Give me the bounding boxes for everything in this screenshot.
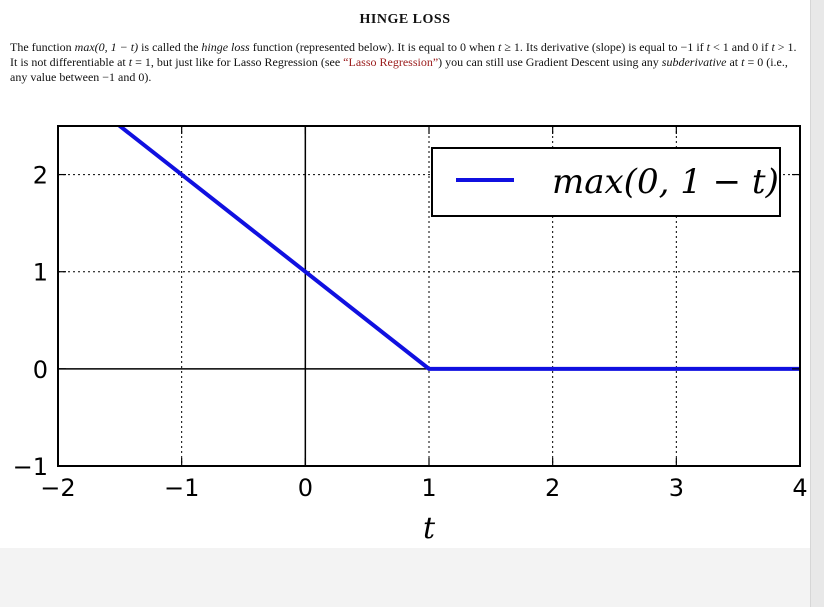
lasso-regression-link[interactable]: “Lasso Regression” (343, 55, 439, 69)
text-run: < 1 and 0 if (710, 40, 772, 54)
text-run: = 0 (i.e., any value between −1 and 0). (10, 55, 788, 84)
text-run: The function (10, 40, 75, 54)
body-paragraph: The function max(0, 1 − t) is called the… (10, 40, 802, 85)
text-run: is called the (138, 40, 202, 54)
x-tick-label: −1 (164, 474, 199, 502)
page-footer-area (0, 548, 810, 607)
emphasis-term: hinge loss (201, 40, 250, 54)
math-variable: t (128, 55, 133, 69)
series-line (116, 126, 800, 371)
x-tick-label: −2 (40, 474, 75, 502)
text-run: function (represented below). It is equa… (249, 40, 498, 54)
text-run: = 1, but just like for Lasso Regression … (132, 55, 344, 69)
math-variable: t (498, 40, 502, 54)
x-tick-label: 0 (298, 474, 313, 502)
x-tick-label: 4 (792, 474, 807, 502)
legend: max(0, 1 − t) (431, 147, 781, 217)
legend-label: max(0, 1 − t) (552, 162, 779, 202)
y-tick-label: 1 (33, 259, 48, 287)
x-tick-label: 1 (421, 474, 436, 502)
x-tick-label: 3 (669, 474, 684, 502)
section-heading: HINGE LOSS (359, 12, 451, 27)
math-variable: t (741, 55, 745, 69)
text-run: ≥ 1. Its derivative (slope) is equal to … (501, 40, 707, 54)
series-layer (116, 126, 800, 371)
math-function: max(0, 1 − t) (74, 40, 139, 54)
emphasis-term: subderivative (661, 55, 727, 69)
vertical-scrollbar[interactable] (810, 0, 824, 607)
x-tick-label: 2 (545, 474, 560, 502)
math-variable: t (706, 40, 710, 54)
text-run: at (726, 55, 742, 69)
math-variable: t (771, 40, 775, 54)
x-axis-label: t (423, 511, 436, 546)
y-tick-label: 2 (33, 162, 48, 190)
text-run: > 1. It is not differentiable at (10, 40, 797, 69)
text-run: ) you can still use Gradient Descent usi… (438, 55, 662, 69)
y-tick-label: 0 (33, 356, 48, 384)
y-tick-label: −1 (13, 453, 48, 481)
